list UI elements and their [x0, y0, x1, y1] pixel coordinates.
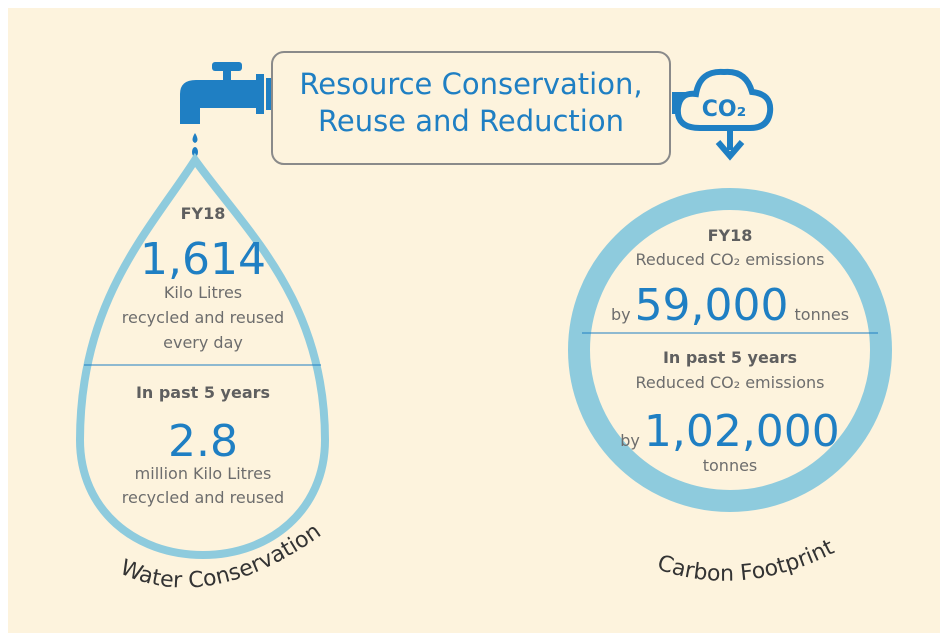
title-box: [271, 51, 671, 165]
value: 1,614: [140, 234, 266, 285]
desc: recycled and reused: [122, 308, 284, 327]
desc: million Kilo Litres: [135, 464, 272, 483]
desc: Reduced CO₂ emissions: [636, 373, 825, 392]
icon-label: CO₂: [702, 97, 746, 122]
tap-icon: [180, 62, 271, 157]
value-line: by1,02,000: [620, 406, 840, 457]
prefix: by: [620, 431, 640, 450]
carbon-ring: [568, 188, 892, 512]
water-drop: [75, 152, 330, 560]
value: 59,000: [635, 280, 789, 331]
title-line: Resource Conservation,: [299, 67, 642, 101]
value: 1,02,000: [644, 406, 840, 457]
heading: FY18: [708, 226, 753, 245]
heading: In past 5 years: [663, 348, 797, 367]
title-line: Reuse and Reduction: [318, 104, 624, 138]
suffix: tonnes: [795, 305, 850, 324]
heading: FY18: [181, 204, 226, 223]
desc: every day: [163, 333, 243, 352]
desc: Reduced CO₂ emissions: [636, 250, 825, 269]
heading: In past 5 years: [136, 383, 270, 402]
suffix: tonnes: [703, 456, 758, 475]
prefix: by: [611, 305, 631, 324]
desc: recycled and reused: [122, 488, 284, 507]
desc: Kilo Litres: [164, 283, 242, 302]
value: 2.8: [168, 416, 238, 467]
cloud-icon: CO₂: [672, 68, 774, 161]
value-line: by59,000 tonnes: [611, 280, 849, 331]
